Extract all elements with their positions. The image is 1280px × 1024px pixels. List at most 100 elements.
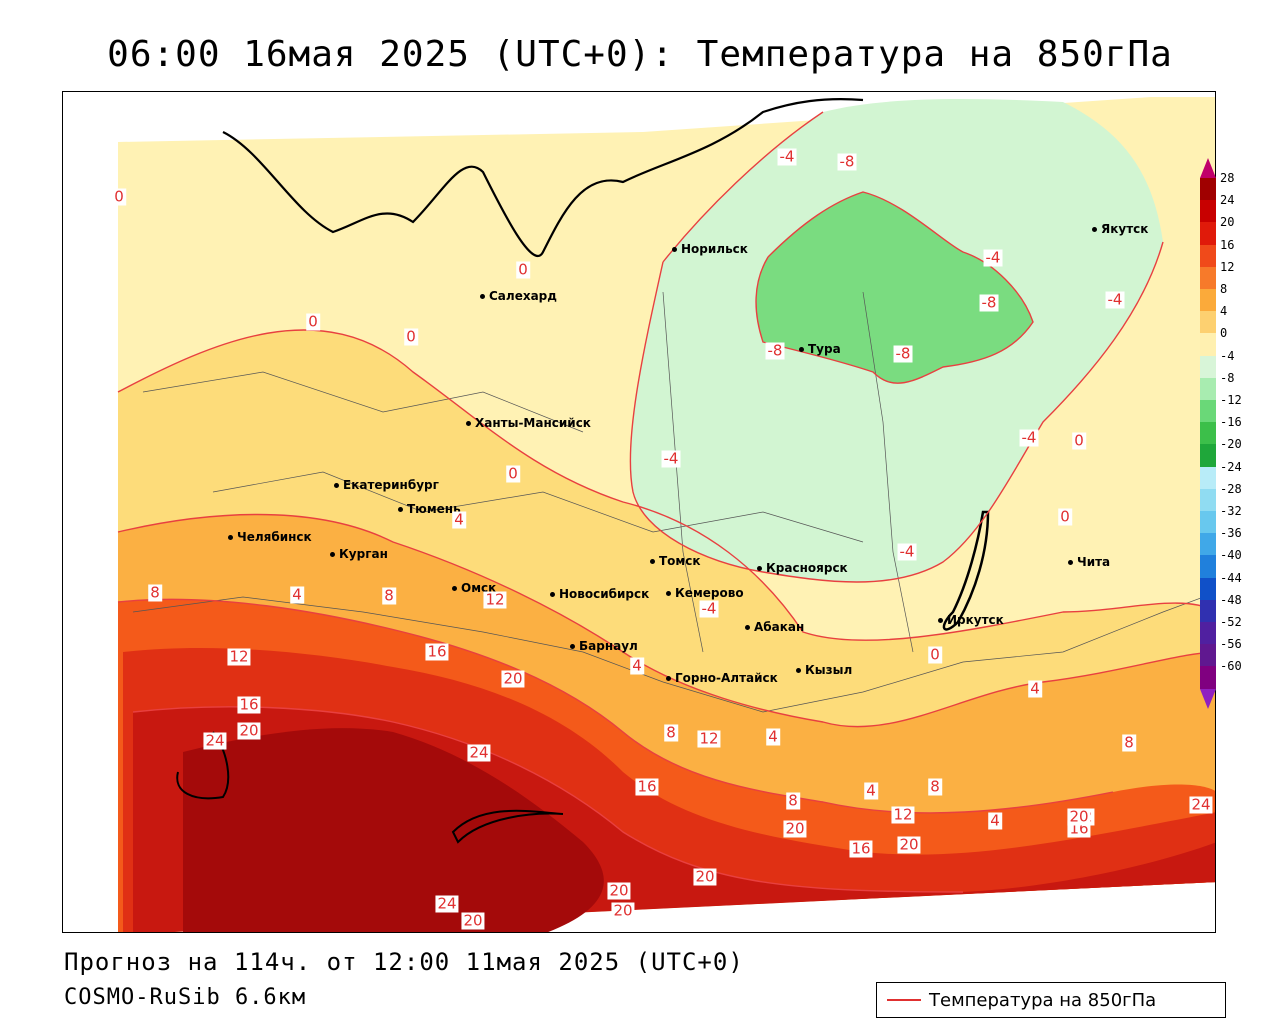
contour-label: 24 xyxy=(1189,795,1213,814)
city-yekaterinburg: Екатеринбург xyxy=(334,478,439,492)
contour-label: 0 xyxy=(112,187,126,206)
contour-label: 20 xyxy=(607,881,631,900)
contour-label: 16 xyxy=(635,777,659,796)
colorbar-tick-label: -8 xyxy=(1220,370,1235,385)
contour-label: 16 xyxy=(425,642,449,661)
contour-label: -4 xyxy=(661,449,681,468)
colorbar-tick-label: -16 xyxy=(1220,415,1242,430)
contour-label: 8 xyxy=(382,586,396,605)
coastline xyxy=(222,98,864,257)
contour-label: -8 xyxy=(979,293,999,312)
city-gorno-altaysk: Горно-Алтайск xyxy=(666,671,778,685)
contour-label: -4 xyxy=(1105,290,1125,309)
map-legend: Температура на 850гПа xyxy=(876,982,1226,1018)
city-irkutsk: Иркутск xyxy=(938,613,1004,627)
contour-label: 16 xyxy=(237,695,261,714)
colorbar-tick-label: -60 xyxy=(1220,659,1242,674)
colorbar-tick-label: 8 xyxy=(1220,282,1228,296)
contour-label: 20 xyxy=(501,669,525,688)
colorbar-segment xyxy=(1200,577,1216,600)
contour-label: 4 xyxy=(452,510,466,529)
city-chelyabinsk: Челябинск xyxy=(228,530,312,544)
contour-label: 8 xyxy=(148,583,162,602)
colorbar-arrow-up xyxy=(1200,158,1216,178)
colorbar-segment xyxy=(1200,488,1216,511)
colorbar-segment xyxy=(1200,466,1216,489)
colorbar-segment xyxy=(1200,311,1216,334)
colorbar-tick-label: -36 xyxy=(1220,526,1242,541)
contour-label: 24 xyxy=(203,731,227,750)
contour-label: -4 xyxy=(897,542,917,561)
contour-label: 0 xyxy=(516,260,530,279)
colorbar-segment xyxy=(1200,333,1216,356)
colorbar-segment xyxy=(1200,422,1216,445)
colorbar-tick-label: -56 xyxy=(1220,637,1242,652)
contour-label: 8 xyxy=(664,723,678,742)
contour-label: -4 xyxy=(777,147,797,166)
contour-label: -4 xyxy=(983,248,1003,267)
forecast-map: Норильск Якутск Салехард Тура Ханты-Манс… xyxy=(62,91,1216,933)
colorbar-tick-label: -4 xyxy=(1220,348,1235,363)
contour-label: 0 xyxy=(404,327,418,346)
contour-label: 0 xyxy=(306,312,320,331)
contour-label: 20 xyxy=(1067,807,1091,826)
contour-label: 20 xyxy=(461,911,485,930)
city-yakutsk: Якутск xyxy=(1092,222,1148,236)
city-barnaul: Барнаул xyxy=(570,639,638,653)
colorbar-segment xyxy=(1200,444,1216,467)
city-kurgan: Курган xyxy=(330,547,388,561)
zone-24 xyxy=(183,728,604,932)
city-norilsk: Норильск xyxy=(672,242,748,256)
colorbar-segment xyxy=(1200,244,1216,267)
city-tyumen: Тюмень xyxy=(398,502,461,516)
colorbar-tick-label: -40 xyxy=(1220,548,1242,563)
contour-label: 4 xyxy=(630,656,644,675)
colorbar-segment xyxy=(1200,400,1216,423)
colorbar-tick-label: 0 xyxy=(1220,326,1228,341)
contour-label: 4 xyxy=(1028,679,1042,698)
colorbar-segment xyxy=(1200,622,1216,645)
colorbar-tick-label: -28 xyxy=(1220,481,1242,496)
colorbar-tick-label: -48 xyxy=(1220,592,1242,607)
colorbar-tick-label: 16 xyxy=(1220,237,1235,252)
lake-balkhash xyxy=(451,809,564,844)
city-tura: Тура xyxy=(799,342,841,356)
colorbar-tick-label: -12 xyxy=(1220,393,1242,407)
colorbar-arrow-down xyxy=(1200,688,1216,709)
colorbar-segment xyxy=(1200,666,1216,689)
contour-label: -8 xyxy=(765,341,785,360)
colorbar-segment xyxy=(1200,178,1216,201)
contour-label: 8 xyxy=(928,777,942,796)
legend-label: Температура на 850гПа xyxy=(929,989,1157,1011)
city-kyzyl: Кызыл xyxy=(796,663,852,677)
colorbar-segment xyxy=(1200,200,1216,223)
colorbar-segment xyxy=(1200,355,1216,378)
contour-label: 8 xyxy=(786,791,800,810)
colorbar-segment xyxy=(1200,377,1216,400)
contour-label: 20 xyxy=(693,867,717,886)
contour-label: -4 xyxy=(1019,428,1039,447)
contour-label: 4 xyxy=(766,727,780,746)
colorbar-segment xyxy=(1200,644,1216,667)
contour-label: 4 xyxy=(290,585,304,604)
contour-label: 20 xyxy=(611,901,635,920)
legend-line-swatch xyxy=(887,999,921,1001)
forecast-info: Прогноз на 114ч. от 12:00 11мая 2025 (UT… xyxy=(64,948,744,976)
contour-label: 4 xyxy=(864,781,878,800)
colorbar-tick-label: 24 xyxy=(1220,193,1235,208)
contour-label: 20 xyxy=(783,819,807,838)
colorbar-segment xyxy=(1200,555,1216,578)
colorbar-tick-label: -20 xyxy=(1220,437,1242,452)
map-title: 06:00 16мая 2025 (UTC+0): Температура на… xyxy=(107,34,1173,75)
color-scale: 28 24 20 16 12 8 4 0 -4 -8 -12 -16 -20 -24 -28 -32 -36 -4… xyxy=(1200,158,1280,709)
contour-label: 8 xyxy=(1122,733,1136,752)
colorbar-segment xyxy=(1200,289,1216,312)
colorbar-tick-label: -24 xyxy=(1220,459,1242,474)
colorbar-tick-label: 20 xyxy=(1220,215,1235,230)
temperature-field xyxy=(117,97,1215,932)
colorbar-tick-label: 12 xyxy=(1220,259,1235,274)
city-khanty-mansiysk: Ханты-Мансийск xyxy=(466,416,591,430)
colorbar-tick-label: 4 xyxy=(1220,304,1228,319)
baikal xyxy=(942,510,990,631)
city-salekhard: Салехард xyxy=(480,289,557,303)
